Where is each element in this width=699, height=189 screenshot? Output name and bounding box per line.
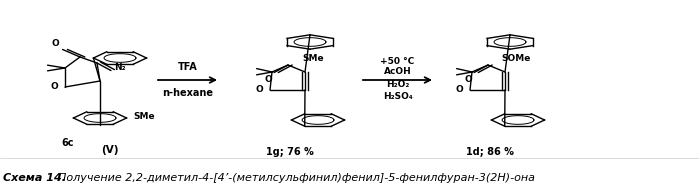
Text: Получение 2,2-диметил-4-[4’-(метилсульфинил)фенил]-5-фенилфуран-3(2H)-она: Получение 2,2-диметил-4-[4’-(метилсульфи… — [58, 173, 535, 183]
Text: n-hexane: n-hexane — [162, 88, 213, 98]
Text: SMe: SMe — [134, 112, 155, 121]
Text: 1g; 76 %: 1g; 76 % — [266, 147, 314, 157]
Text: H₂SO₄: H₂SO₄ — [382, 91, 412, 101]
Text: H₂O₂: H₂O₂ — [386, 80, 409, 89]
Text: O: O — [264, 75, 273, 84]
Text: TFA: TFA — [178, 62, 197, 72]
Text: +50 °C: +50 °C — [380, 57, 415, 66]
Text: SMe: SMe — [303, 54, 324, 63]
Text: N₂: N₂ — [115, 64, 126, 72]
Text: AcOH: AcOH — [384, 67, 412, 76]
Text: 1d; 86 %: 1d; 86 % — [466, 147, 514, 157]
Text: SOMe: SOMe — [501, 54, 531, 63]
Text: O: O — [465, 75, 473, 84]
Text: Схема 14.: Схема 14. — [3, 173, 66, 183]
Text: O: O — [50, 83, 59, 91]
Text: O: O — [52, 39, 59, 48]
Text: O: O — [256, 85, 264, 94]
Text: (V): (V) — [101, 145, 119, 155]
Text: O: O — [456, 85, 463, 94]
Text: 6c: 6c — [62, 138, 74, 148]
